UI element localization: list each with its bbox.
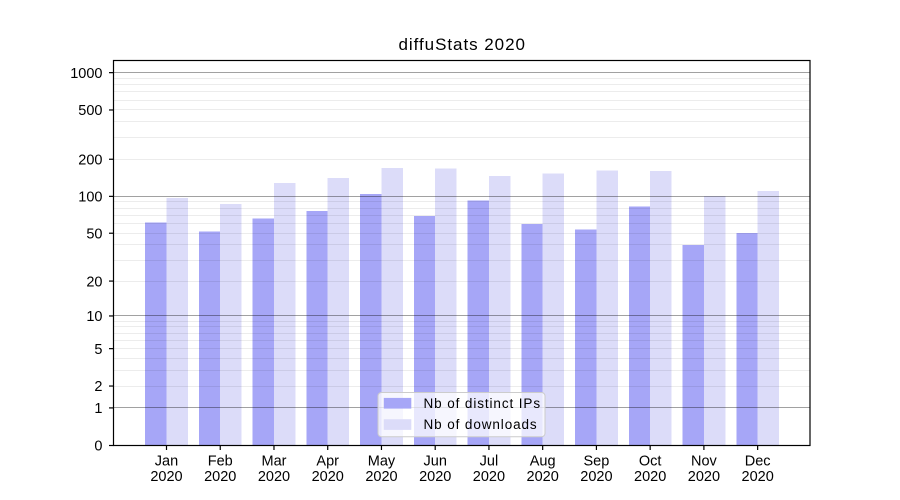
svg-text:10: 10	[86, 309, 102, 325]
svg-text:2020: 2020	[473, 469, 505, 485]
svg-text:Nb of downloads: Nb of downloads	[424, 417, 538, 432]
svg-text:2020: 2020	[688, 469, 720, 485]
svg-text:Sep: Sep	[584, 454, 610, 470]
svg-text:2020: 2020	[312, 469, 344, 485]
svg-text:2020: 2020	[365, 469, 397, 485]
svg-text:100: 100	[78, 190, 102, 206]
svg-text:Jun: Jun	[424, 454, 447, 470]
svg-text:500: 500	[78, 103, 102, 119]
svg-text:2020: 2020	[527, 469, 559, 485]
svg-text:2: 2	[94, 379, 102, 395]
svg-text:20: 20	[86, 274, 102, 290]
svg-text:Apr: Apr	[316, 454, 339, 470]
svg-text:2020: 2020	[150, 469, 182, 485]
svg-text:diffuStats 2020: diffuStats 2020	[399, 35, 526, 54]
svg-text:50: 50	[86, 226, 102, 242]
svg-text:2020: 2020	[742, 469, 774, 485]
svg-text:5: 5	[94, 342, 102, 358]
svg-text:2020: 2020	[258, 469, 290, 485]
svg-text:Jan: Jan	[155, 454, 178, 470]
svg-text:200: 200	[78, 152, 102, 168]
svg-text:Dec: Dec	[745, 454, 771, 470]
svg-text:Nov: Nov	[691, 454, 718, 470]
svg-text:May: May	[368, 454, 396, 470]
svg-text:2020: 2020	[419, 469, 451, 485]
svg-text:Oct: Oct	[639, 454, 662, 470]
svg-text:1: 1	[94, 401, 102, 417]
svg-text:Mar: Mar	[261, 454, 286, 470]
svg-text:2020: 2020	[204, 469, 236, 485]
svg-text:2020: 2020	[580, 469, 612, 485]
svg-text:0: 0	[94, 439, 102, 455]
svg-text:Jul: Jul	[480, 454, 499, 470]
svg-text:Feb: Feb	[208, 454, 233, 470]
svg-text:Nb of distinct IPs: Nb of distinct IPs	[424, 396, 542, 411]
svg-text:1000: 1000	[70, 66, 102, 82]
svg-text:Aug: Aug	[530, 454, 556, 470]
svg-text:2020: 2020	[634, 469, 666, 485]
